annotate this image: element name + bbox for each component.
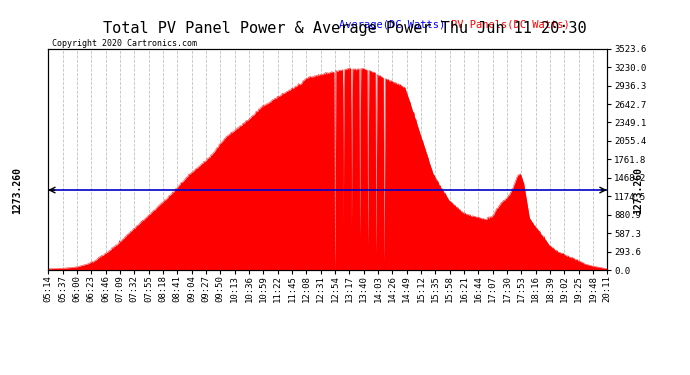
Text: Average(DC Watts): Average(DC Watts) (339, 20, 445, 30)
Text: Copyright 2020 Cartronics.com: Copyright 2020 Cartronics.com (52, 39, 197, 48)
Text: 1273.260: 1273.260 (12, 166, 23, 213)
Text: Total PV Panel Power & Average Power Thu Jun 11 20:30: Total PV Panel Power & Average Power Thu… (104, 21, 586, 36)
Text: 1273.260: 1273.260 (633, 166, 643, 213)
Text: PV Panels(DC Watts): PV Panels(DC Watts) (451, 20, 569, 30)
